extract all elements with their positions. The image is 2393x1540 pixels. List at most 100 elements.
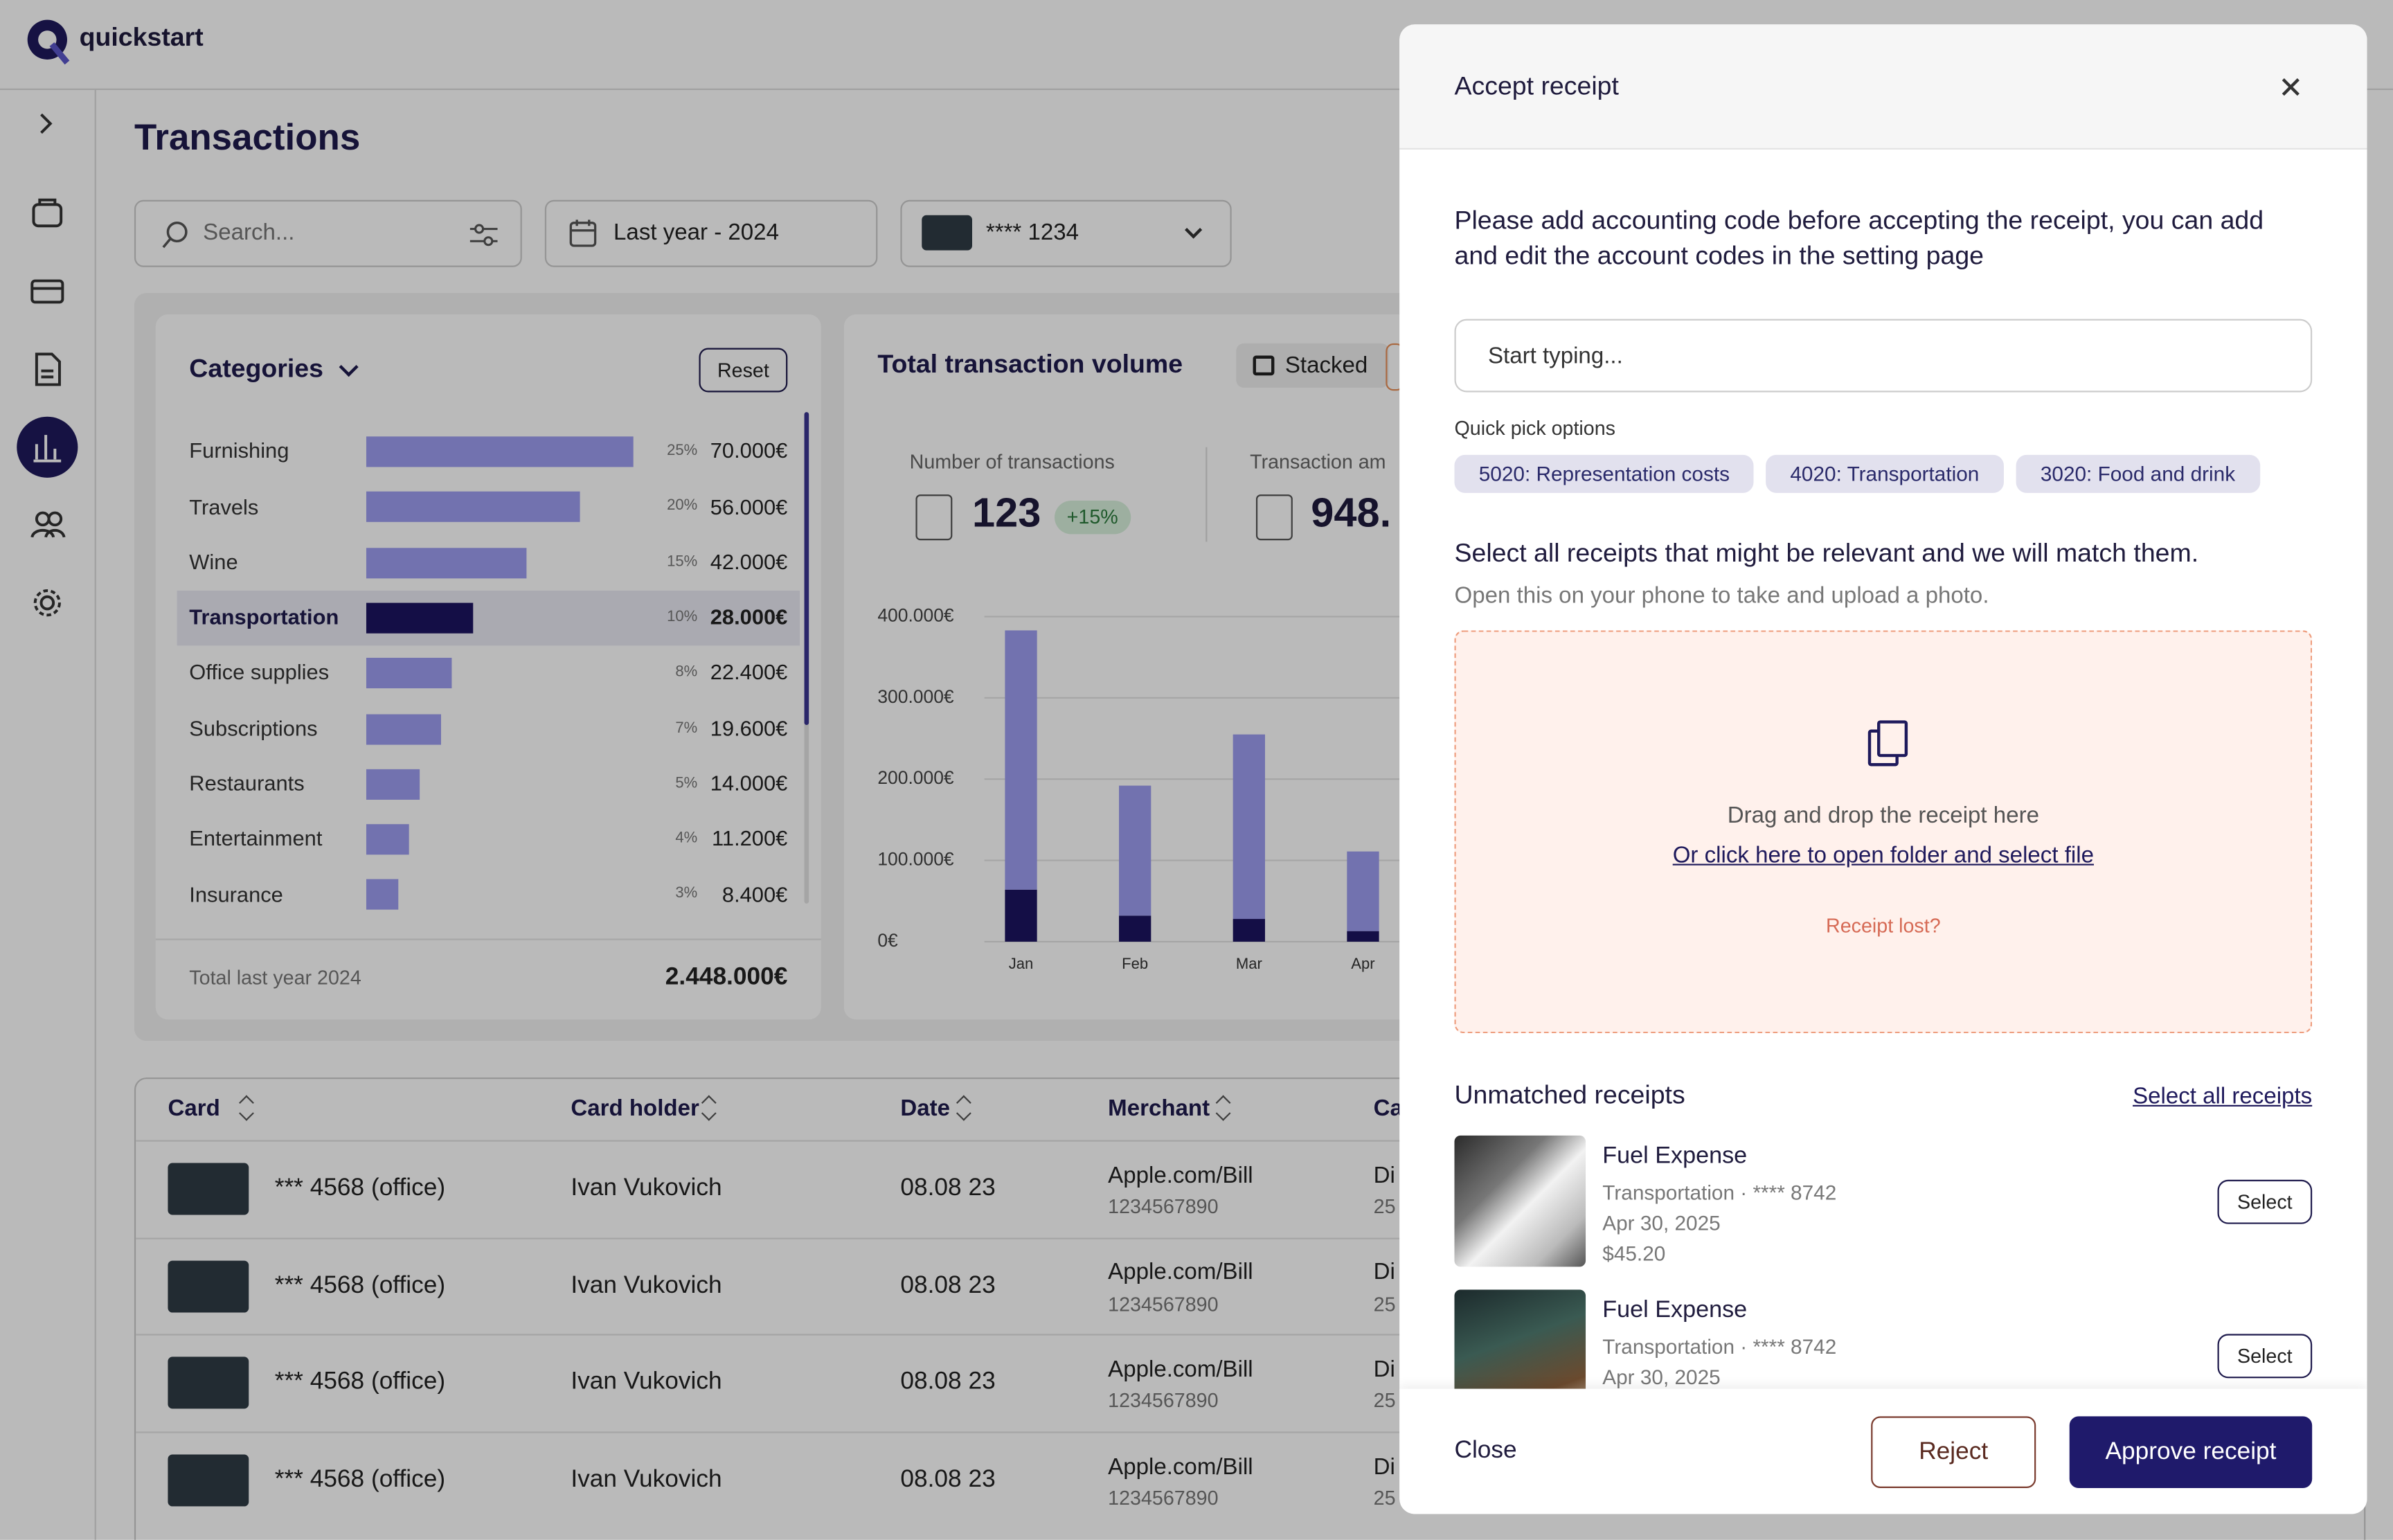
row-divider	[136, 1237, 2361, 1239]
y-tick-label: 300.000€	[877, 686, 954, 707]
date: 08.08 23	[900, 1272, 996, 1298]
dropzone[interactable]	[1454, 630, 2313, 1034]
modal-close-icon[interactable]	[2280, 76, 2302, 98]
card-holder: Ivan Vukovich	[571, 1369, 722, 1395]
search-icon	[162, 222, 188, 249]
quick-pick-label: Quick pick options	[1454, 416, 1616, 440]
kpi-change: +15%	[1055, 500, 1131, 535]
toggle-icon	[1253, 355, 1275, 376]
select-sub: Open this on your phone to take and uplo…	[1454, 582, 1989, 609]
category-value: 14.000€	[710, 771, 788, 796]
logo	[27, 19, 70, 65]
bar-segment	[1005, 630, 1037, 890]
bar-segment	[1233, 919, 1265, 942]
kpi-label: Number of transactions	[909, 449, 1115, 474]
category-bar	[366, 713, 441, 744]
category: Di	[1373, 1162, 1395, 1188]
drop-link[interactable]: Or click here to open folder and select …	[1672, 841, 2094, 868]
category-extra: 25	[1373, 1291, 1396, 1316]
card-filter[interactable]: **** 1234	[900, 199, 1232, 267]
receipt-lost[interactable]: Receipt lost?	[1826, 914, 1941, 938]
kpi-divider	[1206, 447, 1208, 542]
category-value: 28.000€	[710, 605, 788, 629]
card-thumb	[168, 1357, 249, 1410]
category-bar	[366, 658, 452, 689]
categories-card	[155, 314, 821, 1020]
filter-icon	[469, 224, 498, 247]
category-share: 7%	[675, 719, 698, 737]
category-share: 25%	[667, 442, 698, 460]
sidebar-icons	[17, 113, 78, 617]
stacked-toggle[interactable]: Stacked	[1236, 343, 1389, 388]
category-bar	[366, 436, 634, 467]
card-thumb	[168, 1163, 249, 1215]
category-share: 5%	[675, 775, 698, 792]
category-value: 56.000€	[710, 494, 788, 519]
instructions: Please add accounting code before accept…	[1454, 206, 2264, 271]
y-tick-label: 200.000€	[877, 767, 954, 788]
select-button[interactable]: Select	[2217, 1334, 2313, 1379]
card: *** 4568 (office)	[274, 1174, 446, 1201]
scroll-thumb	[804, 412, 809, 725]
merchant-id: 1234567890	[1108, 1291, 1219, 1316]
receipt-date: Apr 30, 2025	[1602, 1211, 1721, 1235]
reset-button[interactable]: Reset	[699, 348, 788, 393]
bar-segment	[1119, 785, 1151, 916]
category-name: Insurance	[189, 881, 283, 906]
category-extra: 25	[1373, 1194, 1396, 1218]
card: *** 4568 (office)	[274, 1369, 446, 1395]
calendar-icon	[569, 220, 597, 247]
category-share: 4%	[675, 830, 698, 848]
quick-pick-chip[interactable]: 3020: Food and drink	[2016, 454, 2260, 493]
category-name: Entertainment	[189, 826, 323, 851]
kpi-value: 948.	[1311, 490, 1392, 536]
date-filter-text: Last year - 2024	[613, 220, 779, 246]
date: 08.08 23	[900, 1369, 996, 1395]
select-all[interactable]: Select all receipts	[2133, 1082, 2313, 1109]
stacked-label: Stacked	[1284, 352, 1368, 378]
search-box[interactable]: Search...	[134, 199, 522, 267]
merchant-id: 1234567890	[1108, 1194, 1219, 1218]
file-icon	[1877, 720, 1908, 758]
category-value: 70.000€	[710, 438, 788, 463]
merchant-id: 1234567890	[1108, 1486, 1219, 1510]
select-button[interactable]: Select	[2217, 1179, 2313, 1224]
code-input[interactable]: Start typing...	[1454, 319, 2313, 393]
category-share: 8%	[675, 664, 698, 681]
category-bar	[366, 879, 399, 911]
quick-pick-chip[interactable]: 4020: Transportation	[1766, 454, 2004, 493]
category-bar	[366, 769, 420, 800]
x-tick-label: Feb	[1122, 955, 1148, 972]
x-tick-label: Mar	[1236, 955, 1262, 972]
receipt-date: Apr 30, 2025	[1602, 1365, 1721, 1388]
brand: quickstart	[79, 23, 204, 52]
categories-footer	[155, 938, 821, 940]
y-tick-label: 0€	[877, 930, 898, 951]
x-tick-label: Jan	[1009, 955, 1034, 972]
drop-text: Drag and drop the receipt here	[1727, 802, 2039, 828]
category-share: 10%	[667, 609, 698, 626]
card-filter-text: **** 1234	[985, 220, 1079, 246]
category-name: Furnishing	[189, 438, 289, 463]
close-button[interactable]: Close	[1454, 1437, 1517, 1464]
quick-pick-chip[interactable]: 5020: Representation costs	[1454, 454, 1755, 493]
x-tick-label: Apr	[1351, 955, 1374, 972]
date-filter[interactable]: Last year - 2024	[544, 199, 878, 267]
card: *** 4568 (office)	[274, 1272, 446, 1298]
merchant: Apple.com/Bill	[1108, 1357, 1253, 1383]
card-holder: Ivan Vukovich	[571, 1174, 722, 1201]
reject-button[interactable]: Reject	[1871, 1416, 2036, 1488]
unmatched-title: Unmatched receipts	[1454, 1080, 1685, 1110]
table-header: Merchant	[1108, 1095, 1210, 1121]
receipt-list: Fuel Expense Transportation · **** 8742 Ap…	[1399, 1123, 2367, 1389]
card: *** 4568 (office)	[274, 1466, 446, 1493]
category-bar	[366, 602, 474, 634]
date: 08.08 23	[900, 1174, 996, 1201]
approve-button[interactable]: Approve receipt	[2069, 1416, 2313, 1488]
kpi-icon	[915, 494, 953, 541]
total-label: Total last year 2024	[189, 965, 361, 990]
bar-segment	[1233, 734, 1265, 920]
kpi-label: Transaction am	[1250, 449, 1386, 474]
kpi-value: 123	[971, 490, 1041, 536]
bar-segment	[1347, 851, 1379, 931]
